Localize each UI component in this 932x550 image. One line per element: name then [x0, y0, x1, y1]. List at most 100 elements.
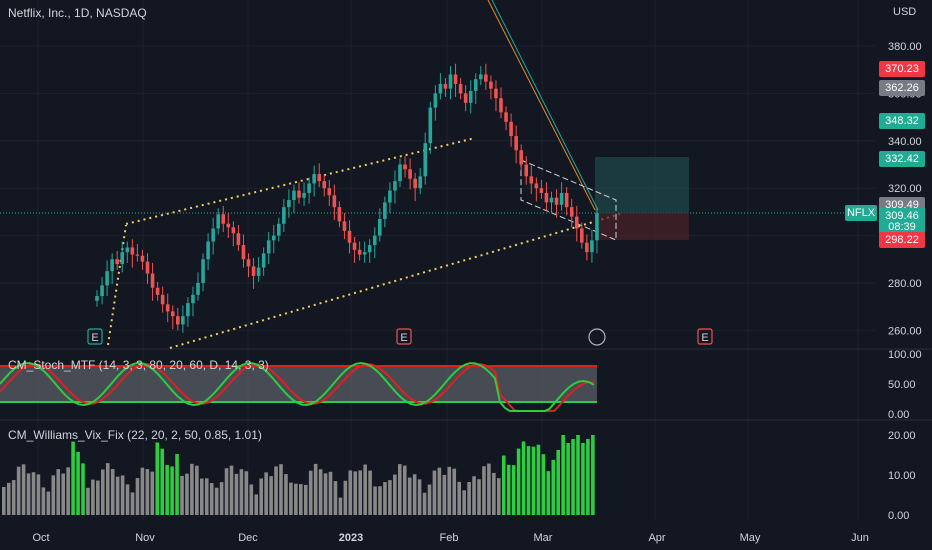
- channel-left: [107, 224, 127, 346]
- vix-bar: [249, 484, 254, 515]
- vix-bar: [130, 492, 135, 515]
- candle-body: [150, 273, 155, 288]
- vix-bar: [318, 469, 323, 515]
- candle-body: [317, 173, 321, 182]
- vix-bar: [437, 467, 442, 515]
- vix-bar: [536, 444, 541, 515]
- vix-bar: [462, 490, 466, 515]
- candle-body: [585, 242, 589, 253]
- vix-bar: [274, 466, 278, 515]
- x-tick-label: Apr: [648, 532, 665, 544]
- candle-body: [509, 121, 513, 137]
- vix-bar: [388, 480, 392, 515]
- vix-bar: [487, 463, 491, 515]
- candle-body: [221, 214, 226, 224]
- x-tick-label: 2023: [339, 532, 363, 544]
- vix-bar: [521, 441, 526, 515]
- candle-body: [448, 74, 453, 89]
- vix-bar: [467, 482, 471, 515]
- candle-body: [372, 235, 377, 246]
- vix-bar: [190, 463, 194, 515]
- stoch-tick-label: 100.00: [888, 349, 922, 361]
- vix-bar: [125, 484, 130, 515]
- candle-body: [413, 178, 417, 189]
- vix-bar: [209, 483, 214, 515]
- vix-bar: [234, 473, 239, 515]
- candle-body: [196, 283, 200, 295]
- vix-bar: [412, 474, 417, 515]
- vix-bar: [145, 469, 150, 515]
- vix-bar: [333, 481, 338, 515]
- vix-bar: [140, 467, 145, 515]
- vix-bar: [155, 442, 160, 515]
- stoch-indicator-label[interactable]: CM_Stoch_MTF (14, 3, 3, 80, 20, 60, D, 1…: [8, 358, 269, 372]
- candle-body: [534, 183, 539, 189]
- candle-body: [569, 207, 574, 217]
- x-tick-label: Jun: [851, 532, 869, 544]
- candle-body: [327, 188, 332, 196]
- vix-bar: [86, 487, 90, 515]
- candle-body: [423, 143, 428, 177]
- vix-bar: [170, 466, 174, 515]
- candle-body: [504, 112, 508, 122]
- vix-bar: [165, 464, 169, 515]
- vix-bar: [561, 435, 565, 515]
- candle-body: [438, 83, 443, 94]
- vix-bar: [363, 464, 367, 515]
- vix-bar: [378, 486, 382, 515]
- vix-bar: [46, 491, 51, 515]
- chart-title: Netflix, Inc., 1D, NASDAQ: [8, 6, 147, 20]
- vix-bar: [373, 486, 377, 515]
- vix-bar: [259, 478, 263, 515]
- candle-body: [499, 98, 503, 113]
- vix-bar: [398, 464, 402, 515]
- candle-body: [463, 93, 468, 103]
- earnings-marker-label: E: [400, 332, 407, 344]
- vix-bar: [200, 478, 204, 515]
- candle-body: [266, 240, 271, 254]
- vix-bar: [516, 448, 521, 515]
- vix-bar: [289, 482, 293, 515]
- candle-body: [428, 107, 433, 144]
- candle-body: [130, 247, 135, 255]
- trend-line: [491, 0, 599, 211]
- vix-tick-label: 0.00: [888, 510, 909, 522]
- vix-bar: [566, 443, 570, 515]
- candle-body: [494, 88, 498, 99]
- candle-body: [282, 207, 286, 224]
- vix-bar: [432, 470, 437, 515]
- vix-tick-label: 10.00: [888, 470, 916, 482]
- vix-bar: [348, 470, 353, 515]
- candle-body: [170, 311, 175, 317]
- candle-body: [120, 252, 125, 265]
- vix-bar: [110, 468, 115, 515]
- vix-bar: [511, 465, 516, 515]
- price-tag: 370.23: [879, 61, 925, 78]
- candle-body: [352, 242, 357, 250]
- vix-bar: [279, 464, 283, 515]
- vix-bar: [353, 471, 358, 515]
- candle-body: [473, 79, 478, 92]
- candle-body: [115, 259, 119, 265]
- x-tick-label: Feb: [440, 532, 459, 544]
- candle-body: [231, 227, 236, 234]
- vix-bar: [16, 466, 21, 515]
- price-tag: 332.42: [879, 150, 925, 167]
- stoch-tick-label: 0.00: [888, 409, 909, 421]
- vix-indicator-label[interactable]: CM_Williams_Vix_Fix (22, 20, 2, 50, 0.85…: [8, 428, 262, 442]
- falling-channel: [520, 159, 617, 241]
- vix-bar: [343, 480, 348, 515]
- candle-body: [362, 252, 367, 255]
- vix-tick-label: 20.00: [888, 430, 916, 442]
- candle-body: [408, 169, 412, 179]
- vix-bar: [180, 475, 184, 515]
- vix-bar: [313, 463, 318, 515]
- candle-body: [322, 181, 327, 189]
- candle-body: [574, 216, 579, 229]
- candle-body: [261, 253, 266, 268]
- candle-body: [135, 254, 140, 256]
- target-zone: [595, 157, 689, 213]
- vix-bar: [586, 439, 590, 515]
- vix-bar: [41, 487, 46, 515]
